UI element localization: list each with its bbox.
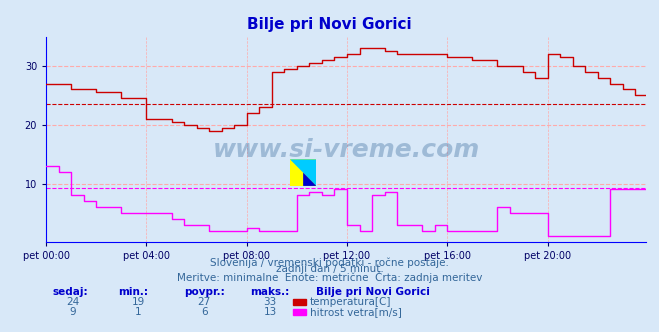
Text: povpr.:: povpr.: (185, 287, 225, 297)
Polygon shape (290, 159, 316, 186)
Text: sedaj:: sedaj: (53, 287, 88, 297)
Text: Bilje pri Novi Gorici: Bilje pri Novi Gorici (247, 17, 412, 32)
Text: zadnji dan / 5 minut.: zadnji dan / 5 minut. (275, 264, 384, 274)
Text: 19: 19 (132, 297, 145, 307)
Text: 24: 24 (66, 297, 79, 307)
Text: 9: 9 (69, 307, 76, 317)
Text: 33: 33 (264, 297, 277, 307)
Text: temperatura[C]: temperatura[C] (310, 297, 391, 307)
Text: www.si-vreme.com: www.si-vreme.com (212, 138, 480, 162)
Text: Meritve: minimalne  Enote: metrične  Črta: zadnja meritev: Meritve: minimalne Enote: metrične Črta:… (177, 271, 482, 283)
Text: hitrost vetra[m/s]: hitrost vetra[m/s] (310, 307, 401, 317)
Text: Slovenija / vremenski podatki - ročne postaje.: Slovenija / vremenski podatki - ročne po… (210, 257, 449, 268)
Text: 6: 6 (201, 307, 208, 317)
Text: maks.:: maks.: (250, 287, 290, 297)
Text: min.:: min.: (119, 287, 149, 297)
Text: 27: 27 (198, 297, 211, 307)
Text: 13: 13 (264, 307, 277, 317)
Text: Bilje pri Novi Gorici: Bilje pri Novi Gorici (316, 287, 430, 297)
Text: 1: 1 (135, 307, 142, 317)
Polygon shape (303, 173, 316, 186)
